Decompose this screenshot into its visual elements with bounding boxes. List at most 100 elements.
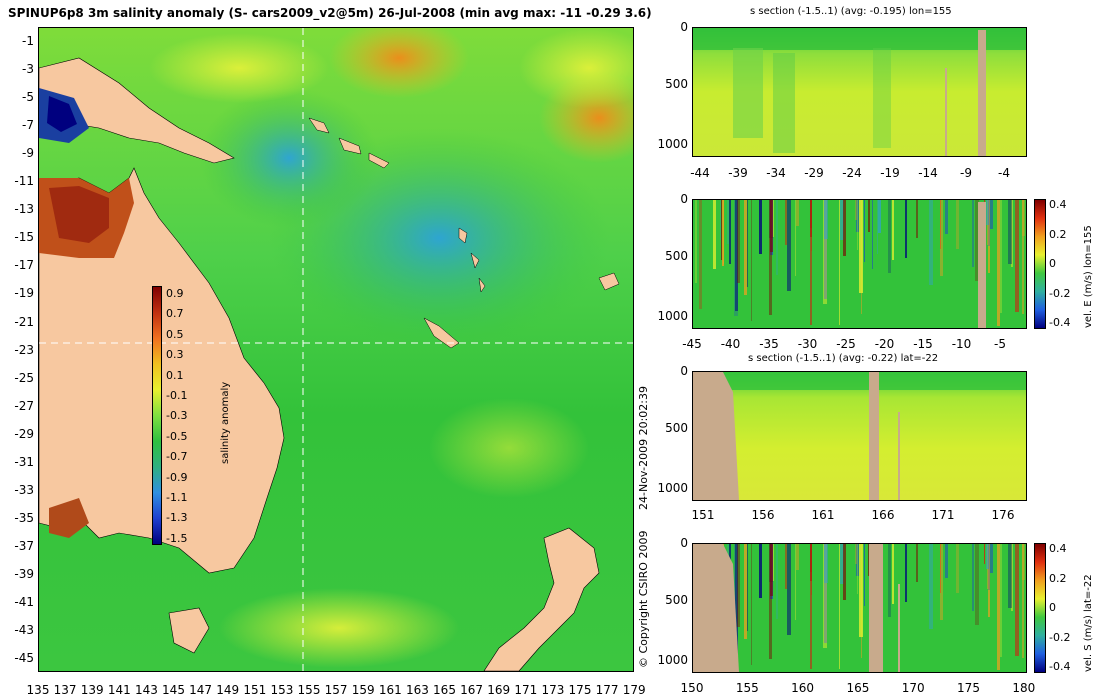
velocity-streak (770, 544, 773, 596)
colorbar-tick: -0.1 (166, 389, 188, 402)
spencer-gulf-region (49, 498, 89, 538)
tick-label: -45 (682, 337, 702, 351)
velocity-streak (713, 200, 716, 269)
colorbar-tick: 0.7 (166, 307, 184, 321)
velocity-streak (997, 200, 1000, 326)
colorbar-tick: -0.5 (166, 429, 188, 443)
velocity-streak (1022, 544, 1024, 658)
tick-label: -21 (14, 314, 34, 329)
velocity-streak (776, 544, 778, 619)
tick-label: -31 (14, 454, 34, 469)
velocity-streak (787, 200, 791, 291)
tick-label: 179 (622, 683, 646, 697)
velocity-streak (975, 200, 979, 281)
velocity-streak (984, 544, 985, 564)
velocity-colorbar-tick: -0.2 (1049, 286, 1071, 300)
gulf-salty-core (49, 186, 109, 243)
velocity-streak (824, 544, 828, 583)
tick-label: -34 (766, 166, 786, 180)
velocity-streak (864, 200, 865, 262)
tick-label: -10 (951, 337, 972, 351)
tick-label: -25 (14, 370, 34, 385)
tick-label: 149 (216, 683, 240, 697)
panel-vel-s-xticks: 150 155 160 165 170 175 180 (681, 681, 1036, 695)
panel-s-lon[interactable] (692, 27, 1027, 157)
vel-e-colorbar-label: vel. E (m/s) lon=155 (1083, 225, 1094, 328)
tick-label: -1 (22, 34, 34, 48)
panel-y-tick: 0 (680, 536, 688, 550)
velocity-streak (843, 544, 846, 600)
panel-y-tick: 500 (665, 421, 688, 435)
velocity-streak (744, 200, 747, 295)
panel-s-lat[interactable] (692, 371, 1027, 501)
velocity-streak (940, 544, 943, 620)
velocity-colorbar-tick: 0.2 (1049, 227, 1067, 241)
velocity-streak (956, 200, 959, 249)
velocity-streak (1011, 200, 1013, 267)
section-land (898, 584, 900, 672)
salinity-colorbar (152, 286, 162, 545)
velocity-colorbar-tick: 0.4 (1049, 198, 1067, 211)
velocity-streak (1008, 544, 1012, 608)
tick-label: 166 (871, 508, 895, 522)
tick-label: -15 (14, 230, 34, 245)
panel-vel-e[interactable] (692, 199, 1027, 329)
colorbar-tick: -1.5 (166, 531, 188, 545)
fresh-anomaly-region (199, 88, 379, 228)
velocity-streak (695, 200, 697, 283)
tick-label: -11 (14, 174, 34, 189)
tick-label: 161 (378, 683, 402, 697)
panel-y-tick: 500 (665, 249, 688, 263)
tick-label: 165 (433, 683, 456, 697)
vanuatu-land (458, 227, 486, 293)
tick-label: -14 (918, 166, 938, 180)
velocity-streak (940, 200, 941, 249)
salty-anomaly-region (429, 398, 589, 498)
velocity-streak (787, 544, 791, 635)
velocity-streak (759, 544, 762, 598)
colorbar-tick: 0.9 (166, 287, 184, 300)
panel-y-tick: 0 (680, 364, 688, 378)
vel-e-colorbar (1034, 199, 1046, 329)
velocity-streak (940, 200, 943, 276)
velocity-streak (929, 200, 933, 285)
velocity-streak (795, 544, 796, 620)
panel-vel-s[interactable] (692, 543, 1027, 673)
tick-label: 139 (80, 683, 104, 697)
velocity-streak (945, 200, 948, 234)
velocity-streak (720, 200, 721, 240)
salty-anomaly-region (329, 28, 469, 98)
velocity-streak (747, 544, 748, 631)
colorbar-tick: -0.7 (166, 450, 188, 464)
velocity-streak (769, 200, 772, 315)
velocity-streak (840, 200, 844, 240)
velocity-streak (729, 200, 731, 264)
velocity-streak (1000, 200, 1002, 313)
velocity-streak (888, 544, 891, 617)
tick-label: -40 (720, 337, 741, 351)
tick-label: 177 (595, 683, 619, 697)
velocity-streak (735, 200, 738, 311)
tick-label: -5 (22, 90, 34, 105)
tick-label: 153 (270, 683, 294, 697)
tick-label: -37 (14, 538, 34, 553)
velocity-streak (986, 544, 989, 569)
velocity-streak (878, 200, 881, 233)
salinity-map-svg (39, 28, 633, 671)
velocity-streak (857, 544, 858, 594)
tick-label: 169 (487, 683, 511, 697)
panel-y-tick: 1000 (657, 137, 688, 151)
colorbar-tick: -1.1 (166, 491, 188, 504)
section-land (693, 544, 739, 672)
salinity-map[interactable]: 0.9 0.7 0.5 0.3 0.1 -0.1 -0.3 -0.5 -0.7 -0.9 -1.1 -… (38, 27, 634, 672)
vel-s-colorbar (1034, 543, 1046, 673)
velocity-colorbar-tick: 0.4 (1049, 542, 1067, 555)
velocity-streak (747, 200, 748, 287)
solomon-islands-land (308, 117, 390, 169)
velocity-streak (940, 544, 941, 593)
tick-label: 175 (568, 683, 592, 697)
tick-label: -27 (14, 398, 34, 413)
velocity-streak (699, 200, 702, 309)
velocity-streak (824, 200, 828, 239)
velocity-streak (988, 544, 990, 590)
